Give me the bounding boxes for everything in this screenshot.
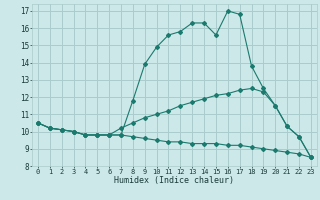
X-axis label: Humidex (Indice chaleur): Humidex (Indice chaleur) [115, 176, 234, 185]
